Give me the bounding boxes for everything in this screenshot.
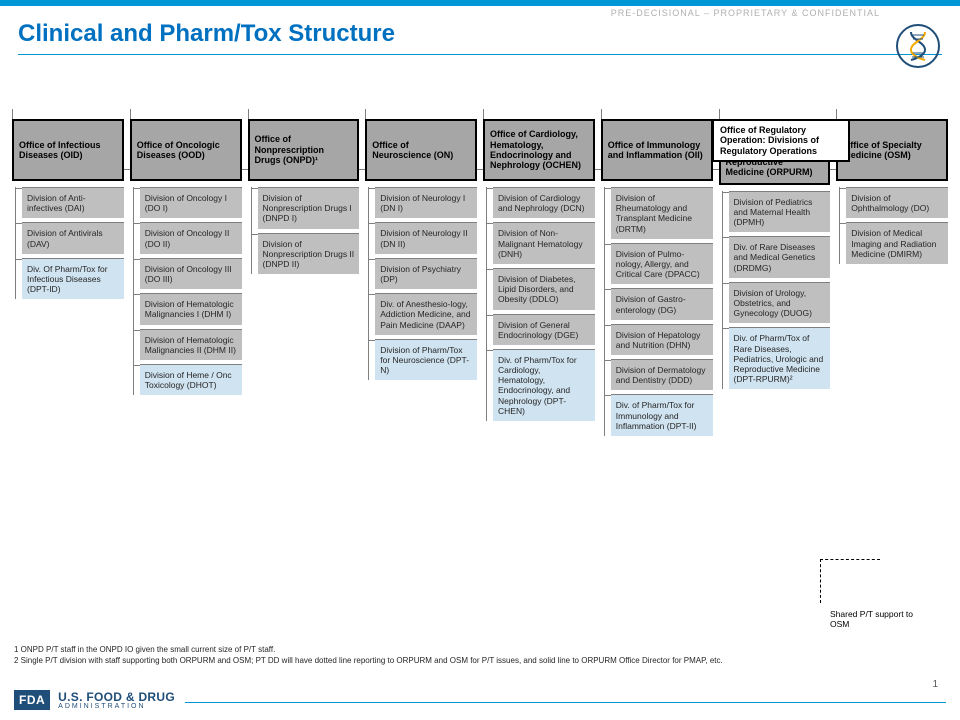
fda-line2: ADMINISTRATION [58,703,175,710]
header: PRE-DECISIONAL – PROPRIETARY & CONFIDENT… [0,6,960,59]
division-box: Division of Hematologic Malignancies II … [140,329,242,360]
division-box: Division of Hepatology and Nutrition (DH… [611,324,713,355]
office-box: Office of Specialty Medicine (OSM) [836,119,948,181]
office-column: Office of Oncologic Diseases (OOD)Divisi… [130,119,242,436]
office-box: Office of Cardiology, Hematology, Endocr… [483,119,595,181]
office-column: Office of Neuroscience (ON)Division of N… [365,119,477,436]
dashed-connector-3 [820,559,880,560]
division-box: Division of Gastro-enterology (DG) [611,288,713,319]
division-box: Division of Pediatrics and Maternal Heal… [729,191,831,233]
dna-logo-icon [896,24,940,68]
divisions-list: Division of Rheumatology and Transplant … [604,187,713,436]
division-box: Division of Neurology II (DN II) [375,222,477,253]
division-box: Division of Dermatology and Dentistry (D… [611,359,713,390]
office-column: Office of Rare Diseases, Pediatrics, Uro… [719,119,831,436]
division-box: Division of Rheumatology and Transplant … [611,187,713,239]
office-column: Office of Specialty Medicine (OSM)Divisi… [836,119,948,436]
division-box: Division of Neurology I (DN I) [375,187,477,218]
division-box: Division of Hematologic Malignancies I (… [140,293,242,324]
division-box: Div. Of Pharm/Tox for Infectious Disease… [22,258,124,300]
divisions-list: Division of Cardiology and Nephrology (D… [486,187,595,421]
divisions-list: Division of Anti-infectives (DAI) Divisio… [15,187,124,299]
page-title: Clinical and Pharm/Tox Structure [18,20,942,48]
fda-text: U.S. FOOD & DRUG ADMINISTRATION [58,691,175,710]
shared-note: Shared P/T support to OSM [830,609,930,629]
division-box: Div. of Anesthesio-logy, Addiction Medic… [375,293,477,335]
division-box: Division of Urology, Obstetrics, and Gyn… [729,282,831,324]
footer-divider [185,702,946,703]
division-box: Division of Non-Malignant Hematology (DN… [493,222,595,264]
division-box: Division of Anti-infectives (DAI) [22,187,124,218]
division-box: Division of Psychiatry (DP) [375,258,477,289]
division-box: Div. of Pharm/Tox for Immunology and Inf… [611,394,713,436]
office-box: Office of Nonprescription Drugs (ONPD)¹ [248,119,360,181]
division-box: Division of Medical Imaging and Radiatio… [846,222,948,264]
footnotes: 1 ONPD P/T staff in the ONPD IO given th… [14,645,946,666]
division-box: Division of Diabetes, Lipid Disorders, a… [493,268,595,310]
division-box: Div. of Rare Diseases and Medical Geneti… [729,236,831,278]
division-box: Division of Antivirals (DAV) [22,222,124,253]
confidential-label: PRE-DECISIONAL – PROPRIETARY & CONFIDENT… [611,8,880,18]
office-box: Office of Infectious Diseases (OID) [12,119,124,181]
org-chart: Office of Regulatory Operation: Division… [0,119,960,436]
dashed-connector-2 [820,559,821,603]
offices-row: Office of Infectious Diseases (OID)Divis… [12,119,948,436]
division-box: Division of General Endocrinology (DGE) [493,314,595,345]
office-column: Office of Nonprescription Drugs (ONPD)¹ D… [248,119,360,436]
division-box: Div. of Pharm/Tox for Cardiology, Hemato… [493,349,595,421]
division-box: Division of Oncology I (DO I) [140,187,242,218]
title-divider [18,54,942,55]
footnote-1: 1 ONPD P/T staff in the ONPD IO given th… [14,645,946,655]
divisions-list: Division of Neurology I (DN I) Division o… [368,187,477,380]
divisions-list: Division of Ophthalmology (DO) Division o… [839,187,948,264]
division-box: Division of Pharm/Tox for Neuroscience (… [375,339,477,381]
divisions-list: Division of Oncology I (DO I) Division of… [133,187,242,395]
division-box: Division of Oncology II (DO II) [140,222,242,253]
fda-line1: U.S. FOOD & DRUG [58,691,175,703]
division-box: Division of Pulmo-nology, Allergy, and C… [611,243,713,285]
division-box: Div. of Pharm/Tox of Rare Diseases, Pedi… [729,327,831,389]
office-box: Office of Oncologic Diseases (OOD) [130,119,242,181]
division-box: Division of Ophthalmology (DO) [846,187,948,218]
page-number: 1 [932,679,938,690]
office-box: Office of Neuroscience (ON) [365,119,477,181]
division-box: Division of Nonprescription Drugs I (DNP… [258,187,360,229]
division-box: Division of Nonprescription Drugs II (DN… [258,233,360,275]
office-column: Office of Immunology and Inflammation (O… [601,119,713,436]
footer: FDA U.S. FOOD & DRUG ADMINISTRATION [14,690,946,710]
division-box: Division of Cardiology and Nephrology (D… [493,187,595,218]
top-office-box: Office of Regulatory Operation: Division… [712,119,850,162]
division-box: Division of Oncology III (DO III) [140,258,242,289]
office-column: Office of Infectious Diseases (OID)Divis… [12,119,124,436]
divisions-list: Division of Nonprescription Drugs I (DNP… [251,187,360,274]
fda-badge: FDA [14,690,50,710]
office-box: Office of Immunology and Inflammation (O… [601,119,713,181]
divisions-list: Division of Pediatrics and Maternal Heal… [722,191,831,390]
footnote-2: 2 Single P/T division with staff support… [14,656,946,666]
office-column: Office of Cardiology, Hematology, Endocr… [483,119,595,436]
division-box: Division of Heme / Onc Toxicology (DHOT) [140,364,242,395]
